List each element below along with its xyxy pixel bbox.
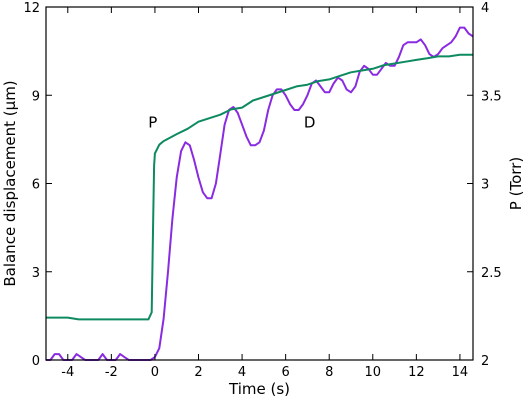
x-tick-label: -4	[61, 365, 74, 380]
x-tick-label: 14	[452, 365, 469, 380]
x-tick-label: 6	[282, 365, 290, 380]
x-tick-label: 10	[365, 365, 382, 380]
y-axis-label: Balance displacement (µm)	[1, 80, 19, 286]
tick-labels: -4 -2 0 2 4 6 8 10 12 14 0 3 6 9 12 2 2.5 3 3.5 4	[23, 1, 501, 380]
plot-frame	[45, 6, 474, 361]
x-axis-label: Time (s)	[228, 380, 290, 398]
annotation-d: D	[304, 114, 316, 132]
annotation-p: P	[148, 114, 157, 132]
y-tick-label: 3	[32, 266, 40, 281]
y2-tick-label: 2	[481, 354, 489, 369]
y-tick-label: 6	[32, 178, 40, 193]
series-line-1	[46, 26, 474, 361]
axis-ticks	[46, 6, 473, 361]
series-line-2	[46, 53, 473, 321]
y-tick-label: 9	[32, 89, 40, 104]
y-tick-label: 12	[23, 1, 40, 16]
x-tick-label: 2	[194, 365, 202, 380]
y2-tick-label: 3.5	[481, 89, 502, 104]
x-tick-label: 4	[238, 365, 246, 380]
y2-tick-label: 2.5	[481, 266, 502, 281]
y2-tick-label: 4	[481, 1, 489, 16]
plot-series	[46, 26, 474, 361]
x-tick-label: 0	[151, 365, 159, 380]
x-tick-label: -2	[105, 365, 118, 380]
x-tick-label: 12	[408, 365, 425, 380]
x-tick-label: 8	[325, 365, 333, 380]
y2-axis-label: P (Torr)	[507, 157, 525, 210]
y-tick-label: 0	[32, 354, 40, 369]
y2-tick-label: 3	[481, 178, 489, 193]
